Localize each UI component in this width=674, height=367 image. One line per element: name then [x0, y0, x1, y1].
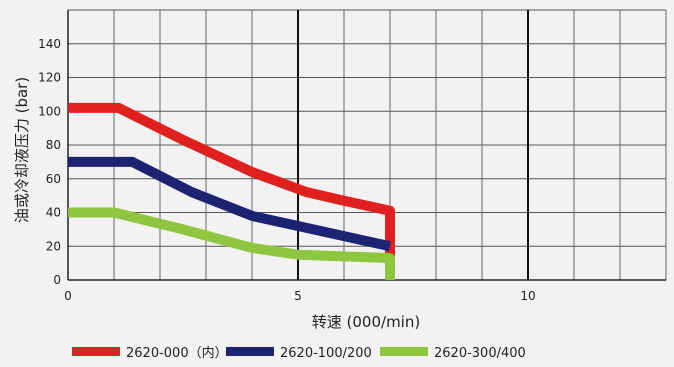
y-tick-label: 120: [38, 71, 61, 85]
y-axis-title: 油或冷却液压力 (bar): [13, 77, 31, 223]
legend-swatch-0: [72, 347, 120, 356]
legend-swatch-1: [226, 347, 274, 356]
y-tick-label: 100: [38, 104, 61, 118]
legend-swatch-2: [380, 347, 428, 356]
x-tick-label: 10: [520, 289, 535, 303]
axes: [67, 10, 666, 281]
legend-label-2: 2620-300/400: [434, 346, 526, 361]
y-tick-label: 20: [46, 239, 61, 253]
series-line-1: [68, 156, 392, 252]
tick-labels: 0 20 40 60 80 100 120 140 0 5 10: [38, 37, 536, 303]
legend-label-1: 2620-100/200: [280, 346, 372, 361]
legend: 2620-000（内） 2620-100/200 2620-300/400: [72, 345, 526, 361]
series-line-2: [68, 207, 395, 280]
legend-label-0: 2620-000（内）: [126, 345, 228, 361]
y-tick-label: 40: [46, 206, 61, 220]
y-tick-label: 60: [46, 172, 61, 186]
y-tick-label: 140: [38, 37, 61, 51]
x-tick-label: 5: [294, 289, 302, 303]
series-line-0: [68, 102, 395, 280]
x-tick-label: 0: [64, 289, 72, 303]
y-tick-label: 0: [53, 273, 61, 287]
x-axis-title: 转速 (000/min): [312, 313, 420, 331]
series-lines: [68, 102, 395, 280]
y-tick-label: 80: [46, 138, 61, 152]
